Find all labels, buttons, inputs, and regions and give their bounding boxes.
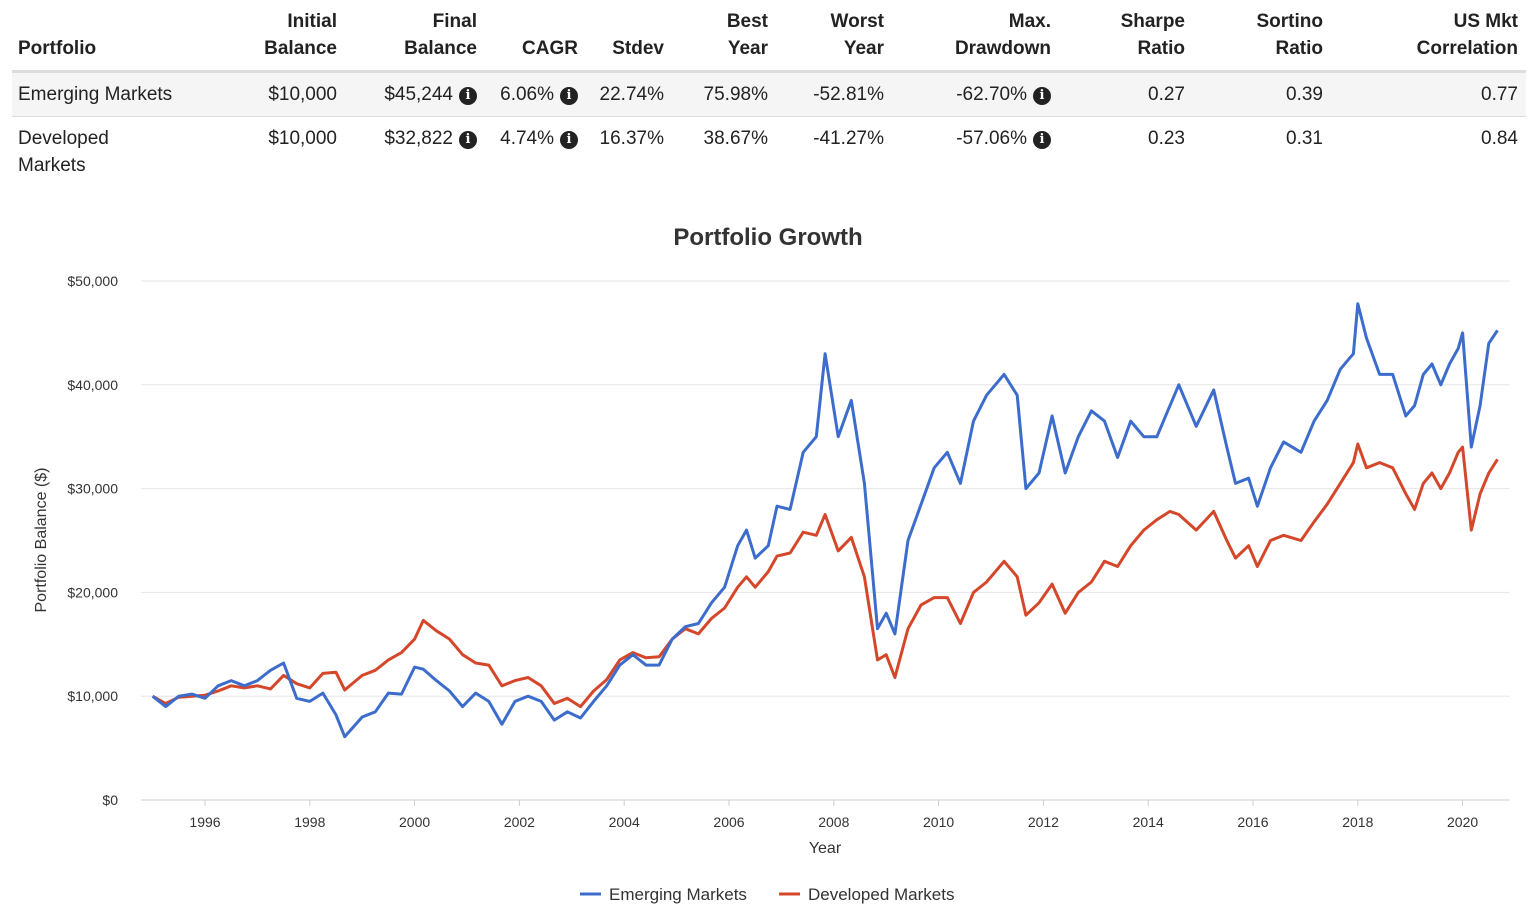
cell-value: 16.37% (599, 128, 664, 149)
cell-best: 38.67% (672, 117, 776, 188)
cell-initial: $10,000 (200, 71, 345, 117)
info-circle-icon[interactable]: i (459, 87, 477, 105)
y-tick-label: $20,000 (67, 584, 118, 600)
series-line-emerging-markets (151, 302, 1499, 739)
column-header: Best Year (672, 8, 776, 73)
x-tick-label: 2002 (504, 814, 535, 830)
cell-value: 0.23 (1148, 128, 1185, 149)
x-axis-label: Year (809, 840, 842, 857)
cell-value: 6.06% (500, 84, 554, 105)
column-header: US Mkt Correlation (1331, 8, 1526, 73)
portfolio-stats-table: Portfolio Initial Balance Final Balance CAGR S… (12, 8, 1526, 187)
y-tick-label: $0 (102, 792, 118, 808)
cell-worst: -52.81% (776, 71, 892, 117)
cell-worst: -41.27% (776, 117, 892, 188)
cell-final: $32,822 i (345, 117, 485, 188)
cell-corr: 0.84 (1331, 117, 1526, 188)
series-line-developed-markets (151, 442, 1499, 709)
cell-maxdd: -62.70% i (892, 71, 1059, 117)
column-header: Final Balance (345, 8, 485, 73)
cell-value: $10,000 (268, 128, 337, 149)
legend-label: Emerging Markets (609, 885, 747, 904)
cell-value: 0.84 (1481, 128, 1518, 149)
column-header: CAGR (485, 8, 586, 73)
cell-maxdd: -57.06% i (892, 117, 1059, 188)
cell-value: -62.70% (956, 84, 1027, 105)
y-tick-label: $50,000 (67, 273, 118, 289)
table-header-row: Portfolio Initial Balance Final Balance CAGR S… (12, 8, 1526, 73)
column-header: Worst Year (776, 8, 892, 73)
cell-value: $10,000 (268, 84, 337, 105)
cell-final: $45,244 i (345, 71, 485, 117)
cell-initial: $10,000 (200, 117, 345, 188)
chart-title: Portfolio Growth (673, 224, 862, 251)
info-circle-icon[interactable]: i (560, 87, 578, 105)
x-tick-label: 2014 (1133, 814, 1164, 830)
cell-value: 38.67% (703, 128, 768, 149)
cell-value: 75.98% (703, 84, 768, 105)
cell-value: $45,244 (384, 84, 453, 105)
cell-stdev: 16.37% (586, 117, 672, 188)
column-header: Portfolio (12, 8, 200, 73)
cell-value: 4.74% (500, 128, 554, 149)
cell-corr: 0.77 (1331, 71, 1526, 117)
y-tick-label: $30,000 (67, 481, 118, 497)
x-tick-label: 2000 (399, 814, 430, 830)
cell-sortino: 0.39 (1193, 71, 1331, 117)
cell-value: 0.31 (1286, 128, 1323, 149)
cell-portfolio: Developed Markets (18, 128, 109, 176)
cell-cagr: 4.74% i (485, 117, 586, 188)
x-tick-label: 1998 (294, 814, 325, 830)
cell-best: 75.98% (672, 71, 776, 117)
cell-cagr: 6.06% i (485, 71, 586, 117)
cell-value: 0.77 (1481, 84, 1518, 105)
table-row: Emerging Markets $10,000 $45,244 i 6.06% i 22.… (12, 71, 1526, 117)
x-tick-label: 2008 (818, 814, 849, 830)
cell-value: -52.81% (813, 84, 884, 105)
cell-stdev: 22.74% (586, 71, 672, 117)
cell-portfolio: Emerging Markets (12, 71, 200, 117)
column-header: Sortino Ratio (1193, 8, 1331, 73)
y-tick-label: $40,000 (67, 377, 118, 393)
column-header: Sharpe Ratio (1059, 8, 1193, 73)
x-tick-label: 2012 (1028, 814, 1059, 830)
column-header: Max. Drawdown (892, 8, 1059, 73)
cell-value: -57.06% (956, 128, 1027, 149)
legend-label: Developed Markets (808, 885, 954, 904)
cell-value: 0.27 (1148, 84, 1185, 105)
x-tick-label: 2018 (1342, 814, 1373, 830)
cell-sharpe: 0.23 (1059, 117, 1193, 188)
column-header: Initial Balance (200, 8, 345, 73)
cell-value: $32,822 (384, 128, 453, 149)
info-circle-icon[interactable]: i (1033, 87, 1051, 105)
cell-value: -41.27% (813, 128, 884, 149)
column-header: Stdev (586, 8, 672, 73)
info-circle-icon[interactable]: i (560, 131, 578, 149)
y-tick-label: $10,000 (67, 688, 118, 704)
x-tick-label: 2004 (609, 814, 640, 830)
y-axis-label: Portfolio Balance ($) (33, 468, 50, 613)
info-circle-icon[interactable]: i (1033, 131, 1051, 149)
info-circle-icon[interactable]: i (459, 131, 477, 149)
x-tick-label: 1996 (189, 814, 220, 830)
table-row: Developed Markets $10,000 $32,822 i 4.74% i 16.… (12, 117, 1526, 188)
cell-value: 22.74% (599, 84, 664, 105)
cell-sharpe: 0.27 (1059, 71, 1193, 117)
x-tick-label: 2010 (923, 814, 954, 830)
cell-value: 0.39 (1286, 84, 1323, 105)
x-tick-label: 2020 (1447, 814, 1478, 830)
x-tick-label: 2016 (1237, 814, 1268, 830)
x-tick-label: 2006 (713, 814, 744, 830)
cell-sortino: 0.31 (1193, 117, 1331, 188)
